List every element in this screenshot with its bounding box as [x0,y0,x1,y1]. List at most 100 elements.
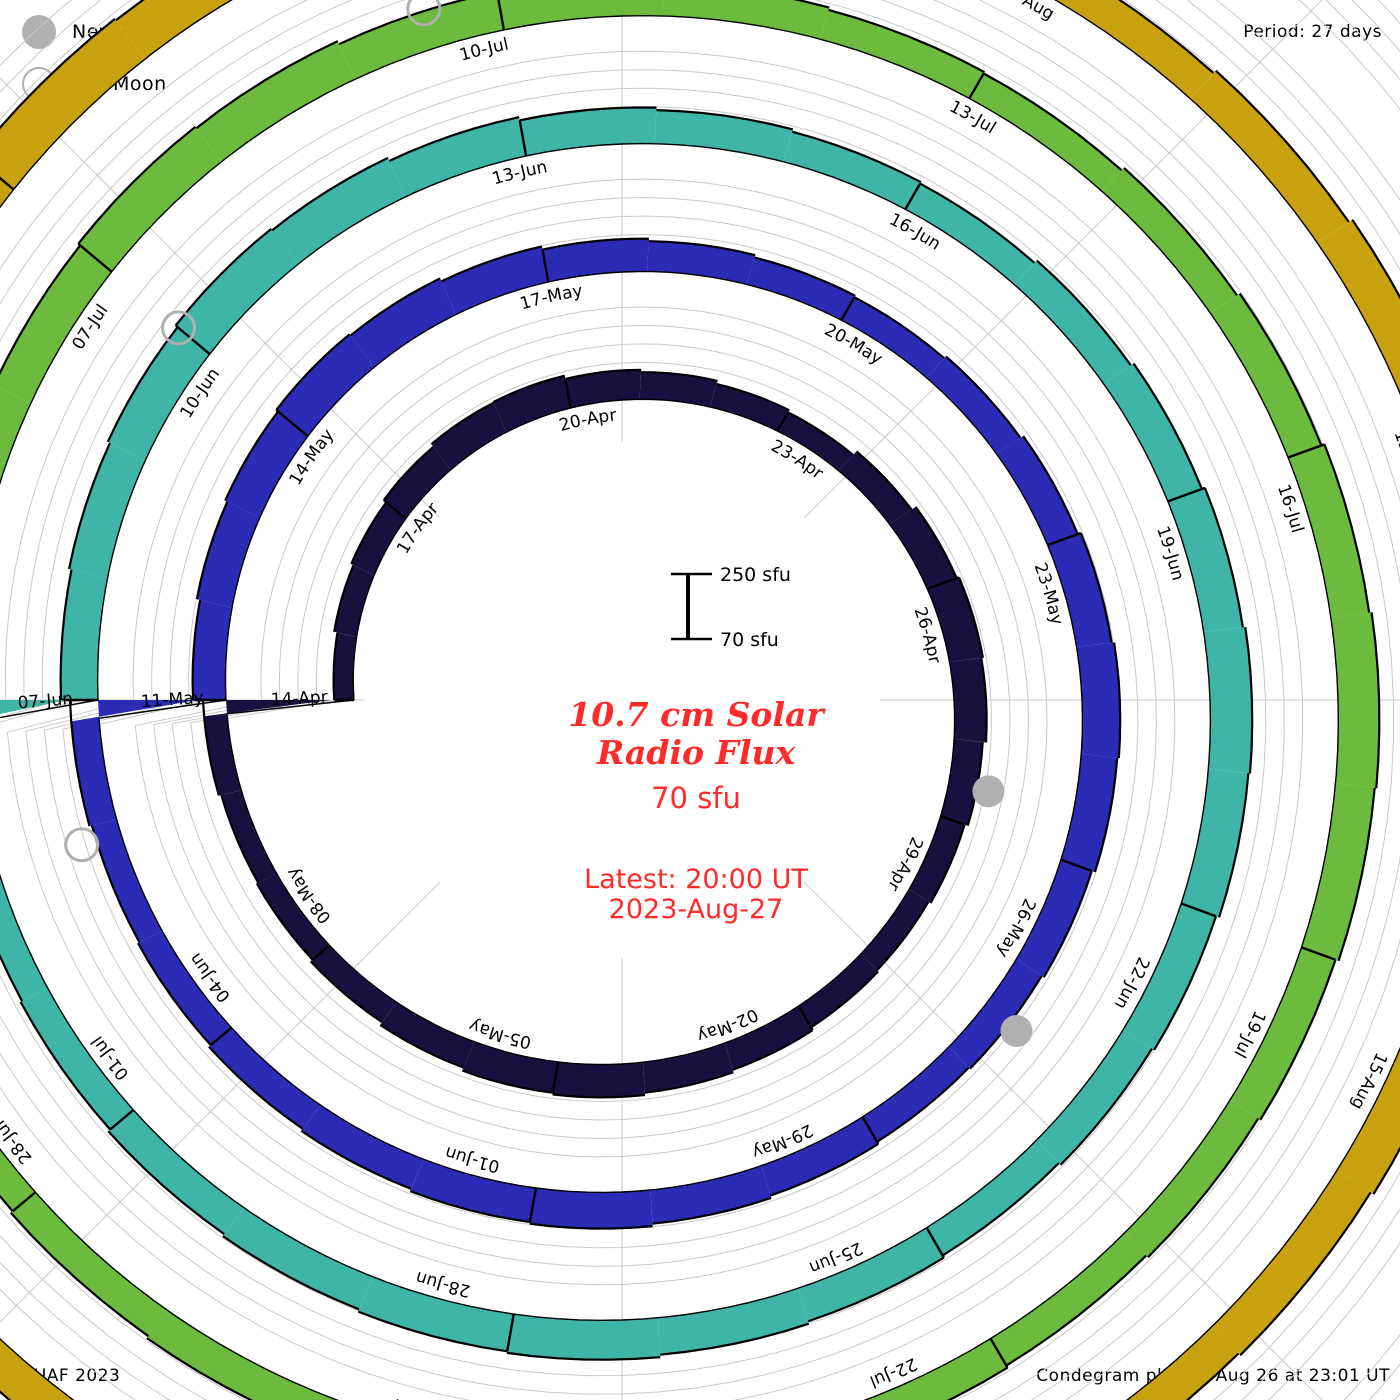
three-day-tick [1301,946,1336,961]
day-band [647,241,756,285]
day-band [256,873,330,960]
ring-baseline [226,398,956,1066]
day-band-cap [980,657,988,743]
day-band [301,1105,424,1189]
day-band [838,451,912,525]
day-band-cap [641,371,718,382]
day-band [949,658,987,743]
day-band-cap [461,1069,553,1094]
day-band-cap [357,1310,508,1353]
day-band-cap [929,824,966,904]
day-band-cap [19,1001,111,1131]
chart-title-line1: 10.7 cm Solar [568,695,826,734]
day-band [519,107,657,156]
day-band [115,0,232,60]
three-day-tick [926,576,960,591]
day-band-cap [855,450,913,511]
ring-date-label: 07-Jun [17,689,74,714]
day-band [339,0,504,80]
day-band [905,183,1035,285]
moon-markers-layer [64,0,1033,1047]
three-day-tick [541,249,550,283]
day-band-cap [946,1366,1009,1400]
day-band-cap [1244,626,1254,774]
day-band-cap [1005,1254,1147,1367]
three-day-tick [840,296,856,321]
latest-time-label: Latest: 20:00 UT [584,864,808,895]
day-band [1126,1326,1239,1400]
day-band [108,1110,244,1235]
three-day-tick [497,0,506,31]
day-band-cap [0,244,82,376]
day-band-cap [492,374,566,403]
day-band [1014,260,1131,384]
new-moon-marker [1000,1014,1033,1047]
day-band [1103,363,1202,502]
full-moon-marker [406,0,442,27]
day-band-cap [1370,612,1381,789]
day-band-cap [220,794,260,884]
day-band-cap [754,256,856,297]
day-band-cap [1351,219,1400,300]
day-band [841,297,945,378]
three-day-tick [776,411,790,432]
day-band [10,1192,168,1337]
day-band [927,577,983,662]
day-band-cap [983,72,1123,172]
day-band [208,1027,321,1129]
day-band-cap [652,1196,772,1225]
day-band [889,506,957,589]
day-band [1123,903,1216,1050]
full-moon-marker [161,310,197,346]
day-band [529,1188,653,1229]
day-band-cap [792,0,830,9]
day-band [493,375,571,433]
day-band-cap [77,126,196,245]
day-band-cap [565,368,642,380]
day-band [91,819,163,943]
day-band [650,1165,772,1224]
day-band-cap [648,240,756,257]
spiral-ring [201,368,988,1099]
three-day-tick [564,378,572,409]
day-band [1076,642,1121,759]
day-band [222,1207,374,1310]
day-band-cap [195,40,339,130]
three-day-tick [1180,902,1217,918]
day-band-cap [1238,292,1323,446]
day-band [498,0,663,30]
day-band-cap [224,410,279,502]
day-band-cap [195,501,229,600]
day-band-cap [542,237,649,251]
three-day-tick [209,1026,233,1047]
day-band-cap [1059,1048,1153,1166]
day-band [1288,444,1370,618]
day-band-cap [1185,1352,1240,1400]
three-day-tick [275,408,309,438]
day-band-cap [1203,487,1244,628]
day-band-cap [807,1256,945,1323]
scalebar-top-label: 250 sfu [720,564,791,586]
scalebar-bottom-label: 70 sfu [720,629,779,651]
day-band-cap [106,326,179,443]
day-band-cap [388,116,520,162]
day-band [777,412,854,471]
day-band-cap [1218,773,1250,918]
day-band-cap [191,599,202,701]
day-band [0,178,14,208]
spiral-ring [68,237,1122,1230]
day-band-cap [519,106,657,122]
spiral-ring [0,106,1254,1361]
day-band [862,1046,969,1142]
day-band [358,1276,514,1352]
day-band-cap [332,632,339,701]
day-band [761,1116,879,1196]
ring-date-label: 11-May [140,688,204,712]
day-band-cap [1123,167,1238,297]
day-band [709,384,790,431]
grid-spoke [804,0,1323,518]
day-band-cap [957,576,984,659]
